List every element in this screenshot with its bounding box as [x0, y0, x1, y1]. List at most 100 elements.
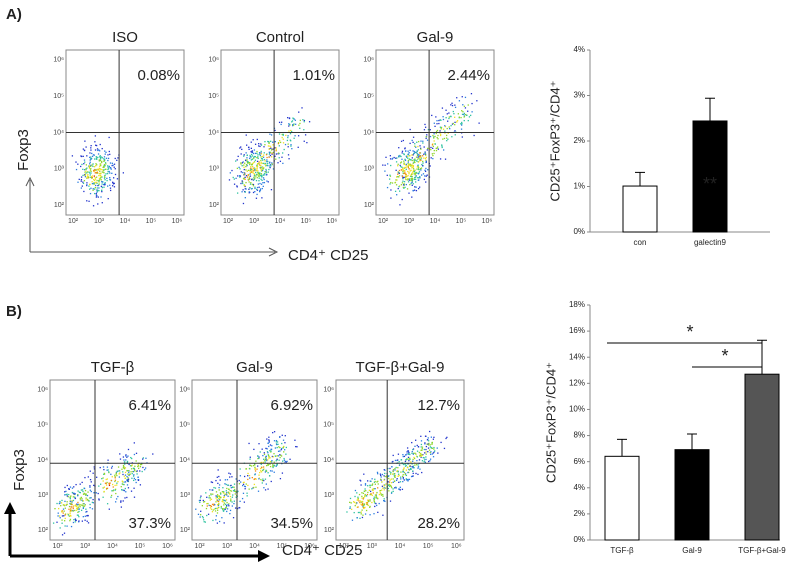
- event-dot: [68, 505, 71, 508]
- event-dot: [276, 446, 278, 449]
- event-dot: [249, 172, 252, 174]
- plot-frame: [49, 379, 176, 541]
- event-dot: [284, 143, 287, 146]
- event-dot: [400, 165, 402, 168]
- event-dot: [209, 499, 211, 501]
- event-dot: [403, 181, 406, 183]
- event-dot: [215, 497, 217, 499]
- event-dot: [411, 139, 413, 142]
- event-dot: [429, 444, 431, 446]
- event-dot: [392, 468, 395, 471]
- event-dot: [93, 492, 95, 494]
- event-dot: [135, 470, 138, 473]
- event-dot: [85, 499, 87, 501]
- event-dot: [249, 173, 251, 175]
- event-dot: [216, 476, 218, 478]
- event-dot: [97, 492, 99, 495]
- event-dot: [256, 156, 258, 159]
- event-dot: [109, 172, 111, 174]
- event-dot: [126, 470, 129, 472]
- event-dot: [279, 436, 281, 438]
- event-dot: [292, 124, 295, 126]
- event-dot: [256, 468, 258, 470]
- event-dot: [122, 481, 124, 483]
- event-dot: [445, 117, 447, 119]
- event-dot: [402, 469, 404, 471]
- event-dot: [416, 456, 419, 458]
- event-dot: [75, 168, 78, 171]
- event-dot: [83, 163, 85, 165]
- event-dot: [276, 464, 278, 466]
- event-dot: [257, 171, 259, 174]
- event-dot: [389, 485, 392, 487]
- event-dot: [225, 483, 227, 486]
- quadrant-percent: 1.01%: [292, 67, 335, 84]
- event-dot: [86, 200, 88, 202]
- event-dot: [405, 150, 407, 152]
- event-dot: [120, 500, 122, 502]
- event-dot: [382, 487, 384, 489]
- event-dot: [278, 133, 281, 135]
- event-dot: [54, 507, 56, 510]
- event-dot: [395, 169, 397, 171]
- event-dot: [220, 493, 222, 495]
- event-dot: [95, 144, 97, 146]
- event-dot: [405, 459, 407, 461]
- event-dot: [225, 505, 228, 508]
- event-dot: [78, 520, 80, 522]
- event-dot: [108, 484, 111, 487]
- event-dot: [361, 497, 363, 499]
- event-dot: [424, 153, 427, 155]
- event-dot: [92, 165, 94, 168]
- event-dot: [225, 499, 228, 501]
- event-dot: [120, 506, 123, 508]
- event-dot: [111, 483, 114, 486]
- event-dot: [454, 130, 456, 132]
- event-dot: [415, 151, 417, 154]
- event-dot: [115, 471, 118, 474]
- event-dot: [248, 146, 250, 149]
- event-dot: [95, 157, 98, 159]
- event-dot: [353, 511, 355, 514]
- event-dot: [360, 484, 362, 486]
- event-dot: [257, 457, 259, 460]
- event-dot: [110, 467, 113, 469]
- event-dot: [239, 500, 241, 503]
- event-dot: [249, 168, 252, 170]
- event-dot: [75, 505, 77, 507]
- event-dot: [411, 463, 413, 465]
- event-dot: [411, 171, 414, 173]
- event-dot: [397, 459, 399, 461]
- event-dot: [127, 455, 129, 457]
- event-dot: [264, 171, 266, 173]
- event-dot: [349, 506, 351, 508]
- event-dot: [88, 500, 90, 502]
- event-dot: [417, 473, 419, 476]
- event-dot: [424, 175, 426, 177]
- event-dot: [268, 142, 270, 145]
- event-dot: [61, 515, 64, 517]
- event-dot: [357, 499, 359, 501]
- event-dot: [416, 444, 418, 447]
- event-dot: [463, 116, 465, 118]
- event-dot: [78, 508, 81, 510]
- event-dot: [292, 118, 295, 120]
- event-dot: [409, 128, 411, 131]
- event-dot: [87, 522, 90, 524]
- event-dot: [419, 175, 421, 178]
- event-dot: [80, 165, 82, 168]
- event-dot: [83, 159, 86, 161]
- event-dot: [81, 481, 83, 484]
- event-dot: [82, 155, 84, 158]
- event-dot: [229, 473, 232, 475]
- event-dot: [93, 178, 95, 181]
- event-dot: [275, 439, 278, 442]
- event-dot: [363, 503, 365, 505]
- event-dot: [57, 515, 59, 517]
- event-dot: [394, 467, 396, 470]
- event-dot: [406, 458, 408, 460]
- event-dot: [75, 509, 78, 511]
- event-dot: [258, 456, 260, 458]
- event-dot: [103, 164, 105, 167]
- event-dot: [279, 141, 282, 144]
